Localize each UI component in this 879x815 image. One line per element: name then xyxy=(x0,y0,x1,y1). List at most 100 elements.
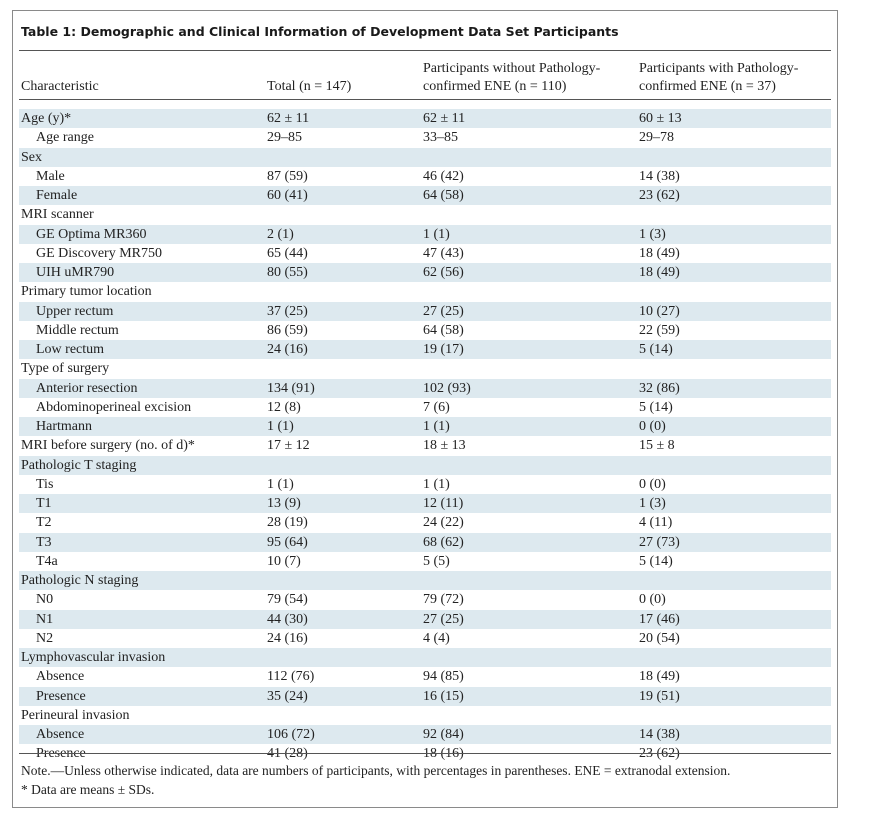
cell-characteristic: Pathologic N staging xyxy=(21,573,139,588)
cell-total: 35 (24) xyxy=(267,688,308,704)
cell-with-ene: 17 (46) xyxy=(639,611,680,627)
cell-without-ene: 64 (58) xyxy=(423,322,464,338)
table-row: T1 13 (9) 12 (11) 1 (3) xyxy=(19,494,831,514)
table-row: Pathologic T staging xyxy=(19,455,831,475)
table-row: Age range 29–85 33–85 29–78 xyxy=(19,128,831,147)
cell-with-ene: 1 (3) xyxy=(639,496,666,511)
cell-total: 112 (76) xyxy=(267,669,315,685)
cell-with-ene: 0 (0) xyxy=(639,592,666,608)
cell-with-ene: 5 (14) xyxy=(639,553,673,569)
cell-characteristic: Primary tumor location xyxy=(21,284,152,300)
cell-characteristic: MRI scanner xyxy=(21,207,94,223)
table-row: T4a 10 (7) 5 (5) 5 (14) xyxy=(19,552,831,571)
table-row: Perineural invasion xyxy=(19,706,831,725)
cell-total: 12 (8) xyxy=(267,399,301,415)
cell-without-ene: 7 (6) xyxy=(423,399,450,415)
cell-characteristic: MRI before surgery (no. of d)* xyxy=(21,438,195,454)
cell-without-ene: 68 (62) xyxy=(423,534,464,550)
cell-characteristic: Lymphovascular invasion xyxy=(21,650,166,665)
cell-without-ene: 102 (93) xyxy=(423,380,471,396)
cell-total: 37 (25) xyxy=(267,303,308,319)
cell-total: 1 (1) xyxy=(267,476,294,492)
table-row: Presence 35 (24) 16 (15) 19 (51) xyxy=(19,686,831,706)
cell-without-ene: 27 (25) xyxy=(423,303,464,319)
note-line-2: * Data are means ± SDs. xyxy=(21,782,155,797)
table-row: Male 87 (59) 46 (42) 14 (38) xyxy=(19,167,831,186)
cell-without-ene: 46 (42) xyxy=(423,168,464,184)
cell-with-ene: 5 (14) xyxy=(639,399,673,415)
table-row: GE Optima MR360 2 (1) 1 (1) 1 (3) xyxy=(19,224,831,244)
cell-total: 95 (64) xyxy=(267,534,308,550)
cell-total: 86 (59) xyxy=(267,322,308,338)
bottom-rule xyxy=(19,753,831,754)
cell-total: 134 (91) xyxy=(267,380,315,396)
header-with-line1: Participants with Pathology- xyxy=(639,61,799,76)
table-row: Sex xyxy=(19,147,831,167)
cell-with-ene: 19 (51) xyxy=(639,688,680,704)
cell-characteristic: Sex xyxy=(21,149,42,165)
cell-without-ene: 24 (22) xyxy=(423,515,464,531)
cell-with-ene: 18 (49) xyxy=(639,265,680,280)
header-with-line2: confirmed ENE (n = 37) xyxy=(639,79,776,94)
cell-with-ene: 32 (86) xyxy=(639,380,680,396)
cell-without-ene: 1 (1) xyxy=(423,226,450,242)
cell-without-ene: 18 ± 13 xyxy=(423,438,466,454)
table-row: Pathologic N staging xyxy=(19,571,831,591)
cell-with-ene: 29–78 xyxy=(639,130,674,146)
cell-total: 60 (41) xyxy=(267,188,308,203)
cell-with-ene: 60 ± 13 xyxy=(639,111,682,126)
cell-without-ene: 47 (43) xyxy=(423,245,464,261)
table-row: Lymphovascular invasion xyxy=(19,648,831,668)
header-characteristic: Characteristic xyxy=(21,79,99,94)
table-row: Hartmann 1 (1) 1 (1) 0 (0) xyxy=(19,417,831,437)
cell-without-ene: 16 (15) xyxy=(423,688,464,704)
cell-characteristic: Tis xyxy=(36,476,54,492)
table-title: Table 1: Demographic and Clinical Inform… xyxy=(21,24,619,39)
cell-characteristic: UIH uMR790 xyxy=(36,265,115,280)
cell-with-ene: 23 (62) xyxy=(639,188,680,203)
header-without-line1: Participants without Pathology- xyxy=(423,61,601,76)
table-row: Abdominoperineal excision 12 (8) 7 (6) 5 (1… xyxy=(19,398,831,417)
header-rule xyxy=(19,99,831,100)
cell-with-ene: 15 ± 8 xyxy=(639,438,675,454)
note-line-1: Note.—Unless otherwise indicated, data a… xyxy=(21,763,731,778)
table-row: N0 79 (54) 79 (72) 0 (0) xyxy=(19,590,831,609)
table-row: Upper rectum 37 (25) 27 (25) 10 (27) xyxy=(19,301,831,321)
cell-with-ene: 14 (38) xyxy=(639,727,680,742)
cell-with-ene: 1 (3) xyxy=(639,226,666,242)
cell-total: 79 (54) xyxy=(267,592,308,608)
cell-without-ene: 12 (11) xyxy=(423,496,464,511)
cell-total: 87 (59) xyxy=(267,168,308,184)
cell-characteristic: Age (y)* xyxy=(21,111,72,126)
cell-with-ene: 20 (54) xyxy=(639,630,680,646)
table-row: Primary tumor location xyxy=(19,282,831,301)
cell-with-ene: 10 (27) xyxy=(639,303,680,319)
cell-characteristic: T1 xyxy=(36,496,52,511)
cell-without-ene: 79 (72) xyxy=(423,592,464,608)
cell-characteristic: T4a xyxy=(36,553,58,569)
cell-total: 44 (30) xyxy=(267,611,308,627)
table-row: Female 60 (41) 64 (58) 23 (62) xyxy=(19,186,831,206)
cell-characteristic: GE Optima MR360 xyxy=(36,226,147,242)
header-without-line2: confirmed ENE (n = 110) xyxy=(423,79,567,94)
cell-with-ene: 14 (38) xyxy=(639,168,680,184)
cell-characteristic: Female xyxy=(36,188,78,203)
cell-characteristic: Middle rectum xyxy=(36,322,119,338)
table-frame: Table 1: Demographic and Clinical Inform… xyxy=(12,10,838,808)
cell-without-ene: 1 (1) xyxy=(423,419,450,434)
table-row: Anterior resection 134 (91) 102 (93) 32 (86… xyxy=(19,378,831,398)
title-rule xyxy=(19,50,831,51)
cell-without-ene: 62 ± 11 xyxy=(423,111,466,126)
cell-characteristic: Anterior resection xyxy=(36,380,138,396)
cell-total: 13 (9) xyxy=(267,496,301,511)
table-row: MRI scanner xyxy=(19,205,831,224)
cell-total: 24 (16) xyxy=(267,630,308,646)
cell-with-ene: 0 (0) xyxy=(639,419,666,434)
cell-characteristic: Male xyxy=(36,168,65,184)
cell-with-ene: 0 (0) xyxy=(639,476,666,492)
cell-without-ene: 27 (25) xyxy=(423,611,464,627)
table-row: Tis 1 (1) 1 (1) 0 (0) xyxy=(19,475,831,494)
cell-characteristic: Absence xyxy=(36,727,85,742)
table-row: Absence 112 (76) 94 (85) 18 (49) xyxy=(19,667,831,686)
cell-characteristic: Low rectum xyxy=(36,342,105,357)
